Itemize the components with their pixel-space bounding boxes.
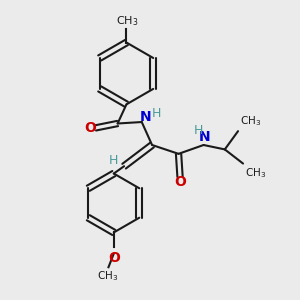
- Text: CH$_3$: CH$_3$: [239, 114, 261, 128]
- Text: CH$_3$: CH$_3$: [97, 269, 118, 283]
- Text: N: N: [199, 130, 211, 144]
- Text: CH$_3$: CH$_3$: [244, 166, 266, 180]
- Text: H: H: [109, 154, 119, 167]
- Text: O: O: [84, 121, 96, 135]
- Text: CH$_3$: CH$_3$: [116, 14, 138, 28]
- Text: N: N: [140, 110, 151, 124]
- Text: O: O: [108, 251, 120, 265]
- Text: O: O: [174, 175, 186, 189]
- Text: H: H: [152, 107, 161, 120]
- Text: H: H: [194, 124, 203, 137]
